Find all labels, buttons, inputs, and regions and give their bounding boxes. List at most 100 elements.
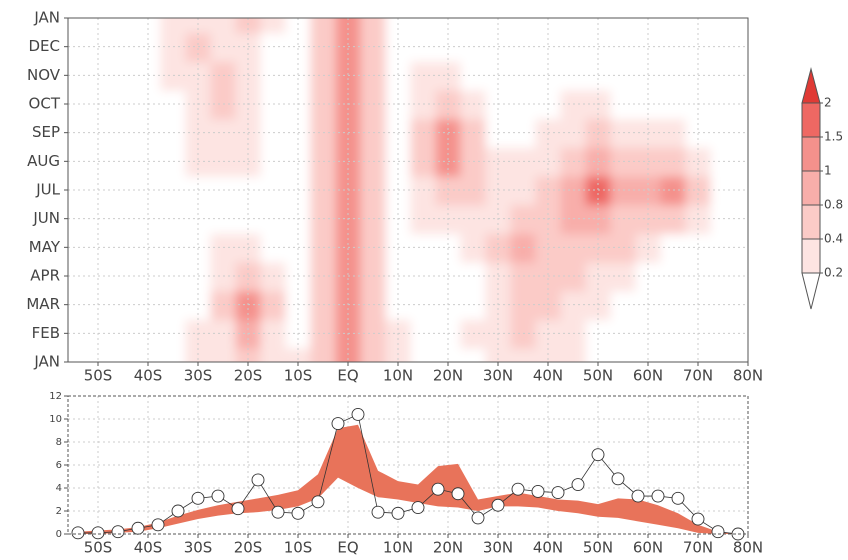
heat-cell bbox=[635, 147, 662, 177]
heat-cell bbox=[260, 347, 287, 362]
x-tick-label: 50S bbox=[84, 539, 113, 557]
y-tick-label: MAY bbox=[29, 238, 61, 256]
heat-cell bbox=[585, 290, 612, 320]
heat-cell bbox=[135, 290, 162, 320]
x-tick-label: 40S bbox=[134, 367, 163, 385]
x-tick-label: 50N bbox=[583, 367, 613, 385]
series-marker bbox=[571, 478, 585, 491]
heatmap-area bbox=[68, 18, 748, 362]
colorbar-segment bbox=[801, 238, 821, 274]
heat-cell bbox=[310, 290, 337, 320]
heat-cell bbox=[735, 118, 748, 148]
y-tick-label: OCT bbox=[29, 95, 61, 113]
colorbar-label: 0.4 bbox=[824, 232, 843, 246]
heat-cell bbox=[160, 147, 187, 177]
heat-cell bbox=[735, 61, 748, 91]
heat-cell bbox=[685, 290, 712, 320]
heat-cell bbox=[285, 18, 312, 34]
y-tick-label: 0 bbox=[56, 529, 62, 540]
colorbar-segment bbox=[801, 136, 821, 172]
heat-cell bbox=[735, 18, 748, 34]
heat-cell bbox=[160, 347, 187, 362]
y-tick-label: 2 bbox=[56, 506, 62, 517]
heat-cell bbox=[385, 290, 412, 320]
series-marker bbox=[431, 482, 445, 496]
heat-cell bbox=[260, 147, 287, 177]
heat-cell bbox=[635, 18, 662, 34]
series-marker bbox=[371, 505, 385, 519]
heat-cell bbox=[68, 118, 87, 148]
x-tick-label: 20S bbox=[234, 539, 263, 557]
heat-cell bbox=[160, 18, 187, 34]
heat-cell bbox=[335, 147, 362, 177]
heat-cell bbox=[435, 18, 462, 34]
colorbar-arrow-top bbox=[801, 67, 821, 104]
heat-cell bbox=[68, 18, 87, 34]
series-marker bbox=[611, 472, 625, 486]
series-marker bbox=[151, 518, 165, 532]
series-marker bbox=[391, 506, 405, 520]
y-tick-label: 8 bbox=[56, 437, 62, 448]
heat-cell bbox=[68, 347, 87, 362]
heat-cell bbox=[735, 89, 748, 120]
series-marker bbox=[311, 495, 325, 509]
y-tick-label: JUL bbox=[35, 181, 60, 199]
heat-cell bbox=[68, 175, 87, 206]
plot-frame bbox=[67, 17, 749, 363]
x-tick-label: 80N bbox=[733, 539, 763, 557]
heat-cell bbox=[585, 147, 612, 177]
series-marker bbox=[511, 482, 525, 496]
heat-cell bbox=[660, 347, 687, 362]
heat-cell bbox=[285, 147, 312, 177]
heat-cell bbox=[685, 147, 712, 177]
heat-cell bbox=[435, 290, 462, 320]
x-tick-label: 10N bbox=[383, 539, 413, 557]
heat-cell bbox=[660, 147, 687, 177]
series-line bbox=[78, 413, 739, 535]
x-tick-label: 30S bbox=[184, 539, 213, 557]
heat-cell bbox=[510, 147, 537, 177]
series-marker bbox=[451, 487, 465, 501]
heat-cell bbox=[68, 261, 87, 292]
heat-cell bbox=[235, 18, 262, 34]
heat-cell bbox=[560, 347, 587, 362]
heat-cell bbox=[610, 290, 637, 320]
heat-cell bbox=[68, 233, 87, 263]
series-marker bbox=[351, 407, 365, 421]
heat-cell bbox=[110, 347, 137, 362]
heat-cell bbox=[385, 18, 412, 34]
x-tick-label: 40N bbox=[533, 367, 563, 385]
series-marker bbox=[191, 491, 205, 505]
heat-cell bbox=[710, 147, 737, 177]
heat-cell bbox=[68, 290, 87, 320]
heat-cell bbox=[210, 290, 237, 320]
heat-cell bbox=[160, 290, 187, 320]
heat-cell bbox=[335, 290, 362, 320]
heat-cell bbox=[735, 319, 748, 349]
x-tick-label: 50N bbox=[583, 539, 613, 557]
series-marker bbox=[471, 511, 485, 525]
colorbar-segment bbox=[801, 204, 821, 240]
x-tick-label: 70N bbox=[683, 539, 713, 557]
x-tick-label: EQ bbox=[337, 367, 358, 385]
y-tick-label: APR bbox=[30, 267, 60, 285]
series-marker bbox=[271, 505, 285, 519]
colorbar-segment bbox=[801, 170, 821, 206]
heat-cell bbox=[735, 290, 748, 320]
heat-cell bbox=[735, 233, 748, 263]
heat-cell bbox=[535, 18, 562, 34]
x-tick-label: 80N bbox=[733, 367, 763, 385]
heat-cell bbox=[660, 290, 687, 320]
heat-cell bbox=[68, 147, 87, 177]
x-tick-label: 20N bbox=[433, 539, 463, 557]
heat-cell bbox=[535, 290, 562, 320]
heat-cell bbox=[735, 347, 748, 362]
heat-cell bbox=[135, 147, 162, 177]
heat-cell bbox=[260, 18, 287, 34]
heat-cell bbox=[410, 347, 437, 362]
heat-cell bbox=[660, 18, 687, 34]
heat-cell bbox=[510, 290, 537, 320]
heat-cell bbox=[210, 347, 237, 362]
series-marker bbox=[531, 485, 545, 498]
heat-cell bbox=[210, 18, 237, 34]
